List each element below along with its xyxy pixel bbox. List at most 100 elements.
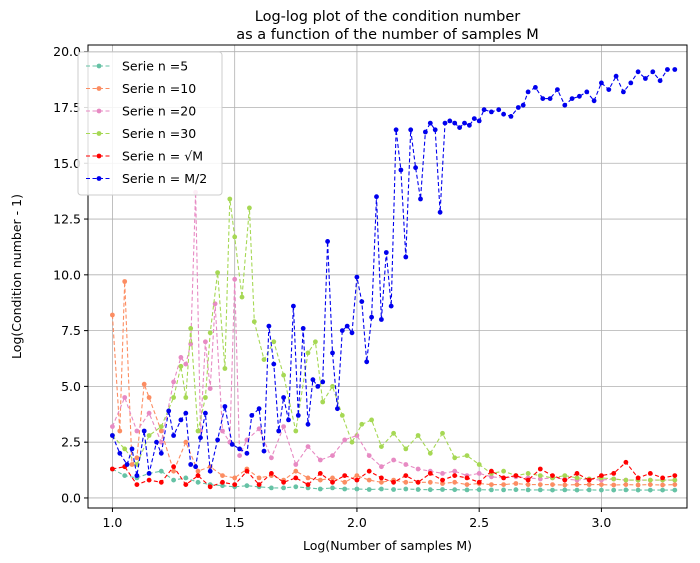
data-point [562,487,568,493]
data-point [452,479,458,485]
data-point [611,487,617,493]
legend-label: Serie n =10 [122,81,196,96]
data-point [359,421,365,427]
data-point [344,323,350,329]
y-tick-label: 12.5 [53,212,81,227]
data-point [515,105,521,110]
data-point [513,487,519,493]
data-point [305,444,311,449]
data-point [117,450,123,456]
data-point [413,165,418,171]
data-point [635,487,641,493]
data-point [354,274,360,280]
y-tick-label: 17.5 [53,100,81,115]
data-point [427,450,433,456]
data-point [574,487,580,493]
data-point [599,473,604,478]
data-point [232,482,238,487]
legend-item: Serie n =10 [86,81,196,96]
data-point [215,270,221,275]
data-point [537,482,543,487]
data-point [635,482,641,488]
data-point [562,473,568,478]
data-point [237,453,243,458]
legend-item: Serie n =5 [86,59,188,74]
data-point [320,379,326,385]
legend-item: Serie n =20 [86,104,196,119]
data-point [586,487,592,493]
data-point [403,479,409,485]
data-point [154,439,159,445]
data-point [251,319,257,325]
data-point [569,96,575,101]
data-point [660,487,665,493]
data-point [110,312,115,318]
data-point [110,466,115,472]
data-point [464,475,470,481]
data-point [489,487,494,493]
data-point [623,459,629,465]
data-point [393,127,399,133]
series-2 [110,279,678,488]
data-point [537,473,543,478]
data-point [665,67,670,72]
data-point [256,475,262,481]
data-point [611,471,617,476]
data-point [611,476,617,482]
data-point [293,428,299,434]
y-tick-label: 5.0 [61,379,81,394]
data-point [354,473,360,478]
data-point [440,481,445,486]
data-point [513,473,519,478]
data-point [388,303,394,309]
data-point [471,116,477,121]
data-point [305,475,311,481]
data-point [628,80,634,86]
data-point [232,475,238,481]
data-point [501,487,506,493]
data-point [366,487,372,492]
data-point [244,468,250,474]
data-point [562,477,568,483]
data-point [354,477,360,483]
series-5 [110,459,678,490]
data-point [489,109,494,115]
data-point [442,120,448,126]
data-point [672,487,678,493]
data-point [464,453,470,458]
data-point [525,482,531,487]
data-point [415,433,421,438]
data-point [183,439,189,445]
data-point [467,122,472,128]
data-point [599,80,604,86]
data-point [195,468,201,474]
data-point [342,479,348,485]
legend-item: Serie n =30 [86,126,196,141]
data-point [146,433,152,438]
data-point [339,328,345,333]
data-point [146,477,152,483]
y-tick-label: 20.0 [53,44,81,59]
data-point [261,357,267,362]
data-point [122,473,128,478]
series-1 [110,466,678,493]
data-point [457,125,462,130]
data-point [271,339,277,345]
data-point [300,326,306,331]
data-point [623,477,629,483]
data-point [489,468,494,474]
data-point [533,85,538,90]
data-point [437,209,443,215]
data-point [383,250,389,255]
data-point [129,446,135,452]
data-point [423,129,428,135]
data-point [349,439,355,445]
data-point [195,428,201,434]
legend-box [77,51,223,196]
data-point [220,428,225,434]
x-tick-label: 2.0 [347,515,367,530]
data-point [586,477,592,483]
data-point [476,118,482,124]
data-point [364,359,370,365]
